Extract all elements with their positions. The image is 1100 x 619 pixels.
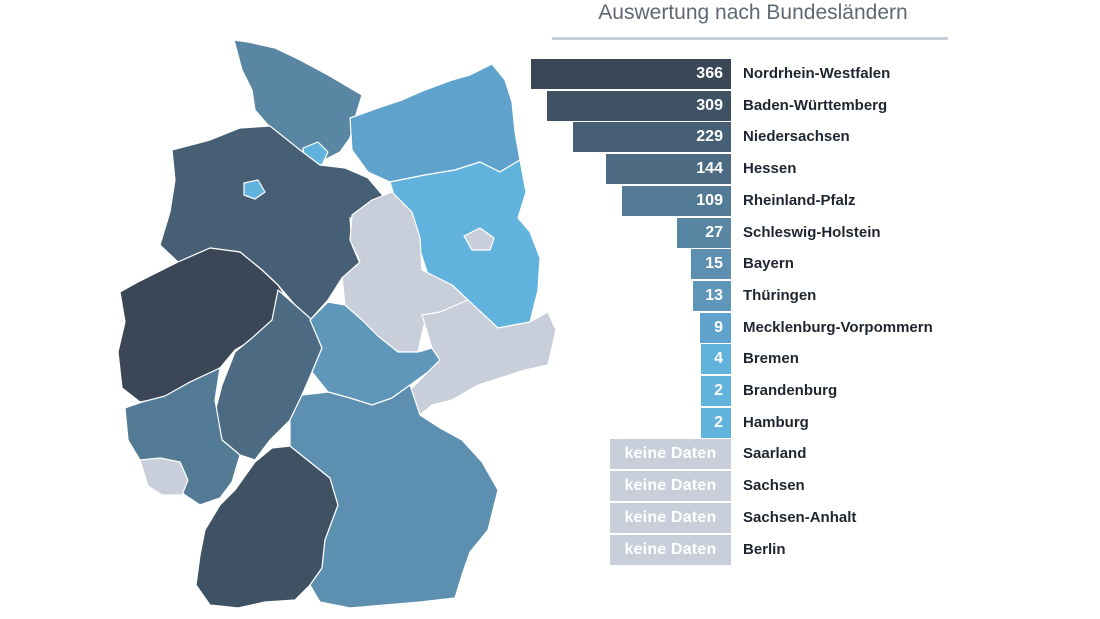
- bar-label: Baden-Württemberg: [743, 96, 888, 114]
- bar-label: Mecklenburg-Vorpommern: [743, 318, 933, 336]
- bar-row: keine Daten Sachsen-Anhalt: [0, 502, 1100, 533]
- bar-label: Brandenburg: [743, 382, 838, 399]
- bar-row: 366 Nordrhein-Westfalen: [0, 59, 1100, 89]
- title-divider: [552, 37, 948, 40]
- bar-row: 27 Schleswig-Holstein: [0, 217, 1100, 248]
- bar-label: Rheinland-Pfalz: [743, 191, 856, 209]
- bar: keine Daten: [610, 471, 731, 502]
- bar-row: 13 Thüringen: [0, 280, 1100, 311]
- map-region-saarland[interactable]: [139, 457, 189, 496]
- bar-row: keine Daten Berlin: [0, 534, 1100, 565]
- bar: 366: [531, 59, 731, 89]
- bar-label: Schleswig-Holstein: [743, 223, 881, 241]
- bar-label: Hessen: [743, 160, 797, 178]
- bar: 2: [701, 376, 731, 406]
- bar-row: 309 Baden-Württemberg: [0, 90, 1100, 121]
- bar-label: Berlin: [743, 540, 786, 558]
- bar-row: 4 Bremen: [0, 344, 1100, 375]
- map-region-bayern[interactable]: [289, 384, 499, 609]
- bar: 109: [621, 185, 731, 216]
- bar: keine Daten: [610, 439, 731, 470]
- bar-row: 229 Niedersachsen: [0, 122, 1100, 153]
- bar-row: 2 Hamburg: [0, 407, 1100, 438]
- bar-label: Bremen: [743, 350, 799, 368]
- bar-label: Sachsen-Anhalt: [743, 508, 857, 526]
- bar-label: Niedersachsen: [743, 128, 850, 146]
- bar-row: 109 Rheinland-Pfalz: [0, 185, 1100, 216]
- map-region-sachsen[interactable]: [404, 299, 557, 416]
- bar-label: Thüringen: [743, 286, 817, 304]
- bar: 2: [701, 407, 731, 438]
- bar-row: 2 Brandenburg: [0, 376, 1100, 406]
- bar-label: Nordrhein-Westfalen: [743, 65, 891, 82]
- bar: 144: [605, 154, 731, 185]
- bar-label: Sachsen: [743, 477, 805, 495]
- map-region-brandenburg[interactable]: [389, 159, 541, 329]
- bar-label: Hamburg: [743, 413, 809, 431]
- bar-row: keine Daten Saarland: [0, 439, 1100, 470]
- bar: 309: [547, 90, 731, 121]
- map-region-berlin[interactable]: [463, 227, 495, 251]
- bar: keine Daten: [610, 534, 731, 565]
- bar: 15: [690, 249, 731, 280]
- bar: keine Daten: [610, 502, 731, 533]
- bar: 27: [676, 217, 731, 248]
- bar-label: Saarland: [743, 445, 807, 463]
- bar: 229: [572, 122, 731, 153]
- bar-row: 9 Mecklenburg-Vorpommern: [0, 312, 1100, 343]
- map-region-bremen[interactable]: [243, 179, 266, 200]
- chart-title: Auswertung nach Bundesländern: [598, 1, 908, 24]
- bar-row: 15 Bayern: [0, 249, 1100, 280]
- bar: 4: [701, 344, 731, 375]
- bar-label: Bayern: [743, 255, 794, 273]
- bar: 9: [699, 312, 731, 343]
- bar-row: keine Daten Sachsen: [0, 471, 1100, 502]
- map-region-schleswig-holstein[interactable]: [233, 39, 363, 163]
- bar-row: 144 Hessen: [0, 154, 1100, 185]
- bar: 13: [693, 280, 731, 311]
